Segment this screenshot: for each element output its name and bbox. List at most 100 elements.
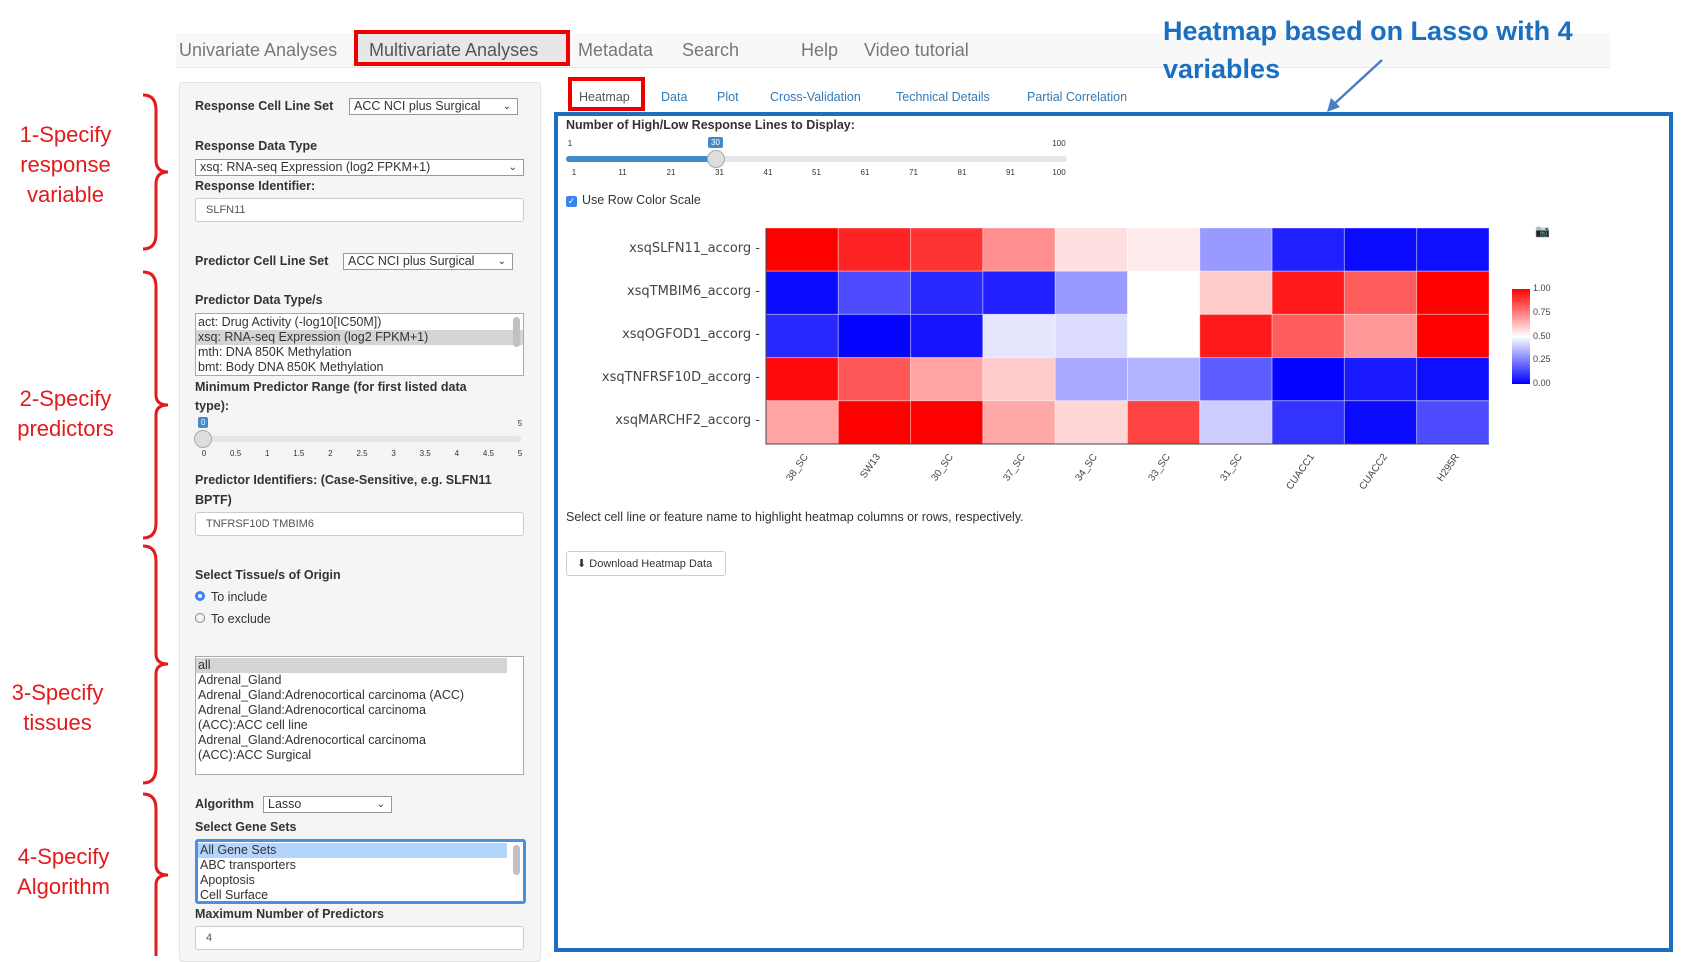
heatmap-cell[interactable] (1416, 227, 1490, 272)
list-item[interactable]: Adrenal_Gland (198, 673, 282, 687)
heatmap-cell[interactable] (1271, 313, 1345, 359)
heatmap-cell[interactable] (765, 357, 839, 402)
heatmap-cell[interactable] (1199, 313, 1273, 359)
tab-data[interactable]: Data (661, 90, 688, 104)
scrollbar[interactable] (513, 845, 520, 875)
lines-tick-label: 91 (1006, 168, 1015, 177)
list-item[interactable]: act: Drug Activity (-log10[IC50M]) (198, 315, 382, 329)
heatmap-cell[interactable] (1416, 313, 1490, 359)
min-range-slider-handle[interactable] (194, 430, 212, 448)
min-range-tick-label: 1 (264, 449, 270, 458)
brace-3 (142, 544, 169, 785)
download-heatmap-button[interactable]: ⬇ Download Heatmap Data (566, 551, 726, 576)
list-item[interactable]: Adrenal_Gland:Adrenocortical carcinoma (198, 733, 426, 747)
list-item[interactable]: mth: DNA 850K Methylation (198, 345, 352, 359)
tab-heatmap[interactable]: Heatmap (579, 90, 630, 104)
heatmap-cell[interactable] (1054, 270, 1129, 315)
heatmap-cell[interactable] (1127, 357, 1201, 402)
min-range-slider-track[interactable] (203, 436, 521, 442)
heatmap-cell[interactable] (1127, 227, 1201, 272)
heatmap-cell[interactable] (1343, 270, 1418, 315)
gene-sets-listbox[interactable]: All Gene Sets ABC transporters Apoptosis… (195, 839, 526, 904)
nav-metadata[interactable]: Metadata (578, 40, 654, 60)
heatmap-row-label[interactable]: xsqMARCHF2_accorg - (615, 413, 760, 429)
list-item[interactable]: bmt: Body DNA 850K Methylation (198, 360, 384, 374)
nav-video-tutorial[interactable]: Video tutorial (864, 40, 969, 60)
max-predictors-input[interactable]: 4 (195, 926, 524, 950)
heatmap-cell[interactable] (1416, 400, 1490, 445)
list-item[interactable]: xsq: RNA-seq Expression (log2 FPKM+1) (196, 330, 523, 345)
heatmap-cell[interactable] (1271, 227, 1345, 272)
heatmap-cell[interactable] (1127, 313, 1201, 359)
heatmap-cell[interactable] (1271, 357, 1345, 402)
list-item[interactable]: Adrenal_Gland:Adrenocortical carcinoma (… (198, 688, 465, 702)
predictor-cell-line-set-select[interactable]: ACC NCI plus Surgical ⌄ (343, 253, 513, 270)
nav-help[interactable]: Help (801, 40, 839, 60)
heatmap-cell[interactable] (910, 270, 984, 315)
heatmap-cell[interactable] (1343, 400, 1418, 445)
camera-icon[interactable]: 📷 (1535, 224, 1550, 238)
list-item[interactable]: Apoptosis (200, 873, 255, 887)
list-item[interactable]: (ACC):ACC Surgical (198, 748, 312, 762)
response-cell-line-set-select[interactable]: ACC NCI plus Surgical ⌄ (349, 98, 518, 115)
heatmap-cell[interactable] (1343, 227, 1418, 272)
radio-exclude[interactable]: To exclude (195, 612, 271, 626)
heatmap-cell[interactable] (1054, 357, 1129, 402)
heatmap-cell[interactable] (1054, 313, 1129, 359)
heatmap-cell[interactable] (837, 227, 912, 272)
heatmap-cell[interactable] (1199, 227, 1273, 272)
heatmap-cell[interactable] (1271, 270, 1345, 315)
tab-technical-details[interactable]: Technical Details (896, 90, 990, 104)
lines-slider-track[interactable] (566, 156, 1067, 162)
list-item[interactable]: All Gene Sets (198, 843, 507, 858)
heatmap-cell[interactable] (765, 400, 839, 445)
heatmap-cell[interactable] (1199, 270, 1273, 315)
heatmap-row-label[interactable]: xsqTMBIM6_accorg - (626, 283, 760, 299)
heatmap-cell[interactable] (765, 270, 839, 315)
brace-4 (142, 792, 169, 956)
lines-slider-handle[interactable] (707, 150, 725, 168)
tab-partial-correlation[interactable]: Partial Correlation (1027, 90, 1128, 104)
colorbar-tick-label: 0.00 (1533, 378, 1551, 388)
heatmap-row-label[interactable]: xsqOGFOD1_accorg - (622, 327, 760, 342)
heatmap-row-label[interactable]: xsqSLFN11_accorg - (629, 240, 760, 256)
heatmap-cell[interactable] (982, 270, 1056, 315)
scrollbar[interactable] (513, 317, 520, 347)
list-item[interactable]: (ACC):ACC cell line (198, 718, 308, 732)
predictor-ids-input[interactable]: TNFRSF10D TMBIM6 (195, 512, 524, 536)
row-color-scale-checkbox[interactable]: ✓ Use Row Color Scale (566, 193, 701, 207)
predictor-ids-label: Predictor Identifiers: (Case-Sensitive, … (195, 473, 492, 487)
response-data-type-select[interactable]: xsq: RNA-seq Expression (log2 FPKM+1) ⌄ (195, 159, 524, 176)
heatmap-cell[interactable] (1271, 400, 1345, 445)
heatmap-row-label[interactable]: xsqTNFRSF10D_accorg - (601, 370, 760, 386)
heatmap-cell[interactable] (1343, 357, 1418, 402)
nav-search[interactable]: Search (682, 40, 740, 60)
heatmap-cell[interactable] (837, 270, 912, 315)
list-item[interactable]: all (196, 658, 507, 673)
tissue-listbox[interactable]: all Adrenal_Gland Adrenal_Gland:Adrenoco… (195, 656, 524, 775)
list-item[interactable]: Adrenal_Gland:Adrenocortical carcinoma (198, 703, 426, 717)
heatmap-cell[interactable] (910, 400, 984, 445)
radio-include[interactable]: To include (195, 590, 267, 604)
heatmap-cell[interactable] (910, 313, 984, 359)
heatmap-hint: Select cell line or feature name to high… (566, 510, 1024, 524)
download-label: Download Heatmap Data (589, 558, 713, 570)
heatmap-cell[interactable] (1416, 357, 1490, 402)
nav-univariate[interactable]: Univariate Analyses (179, 40, 338, 60)
list-item[interactable]: ABC transporters (200, 858, 296, 872)
heatmap-cell[interactable] (837, 400, 912, 445)
heatmap-cell[interactable] (765, 227, 839, 272)
tab-plot[interactable]: Plot (717, 90, 739, 104)
predictor-data-types-listbox[interactable]: act: Drug Activity (-log10[IC50M]) xsq: … (195, 313, 524, 376)
lines-slider-label: Number of High/Low Response Lines to Dis… (566, 118, 855, 132)
tab-cross-validation[interactable]: Cross-Validation (770, 90, 861, 104)
heatmap-cell[interactable] (982, 400, 1056, 445)
algorithm-select[interactable]: Lasso ⌄ (263, 796, 392, 813)
nav-multivariate[interactable]: Multivariate Analyses (369, 40, 539, 60)
response-identifier-input[interactable]: SLFN11 (195, 198, 524, 222)
heatmap-cell[interactable] (837, 313, 912, 359)
heatmap-cell[interactable] (1054, 400, 1129, 445)
colorbar (1512, 289, 1530, 384)
list-item[interactable]: Cell Surface (200, 888, 269, 902)
heatmap-cell[interactable] (982, 227, 1056, 272)
